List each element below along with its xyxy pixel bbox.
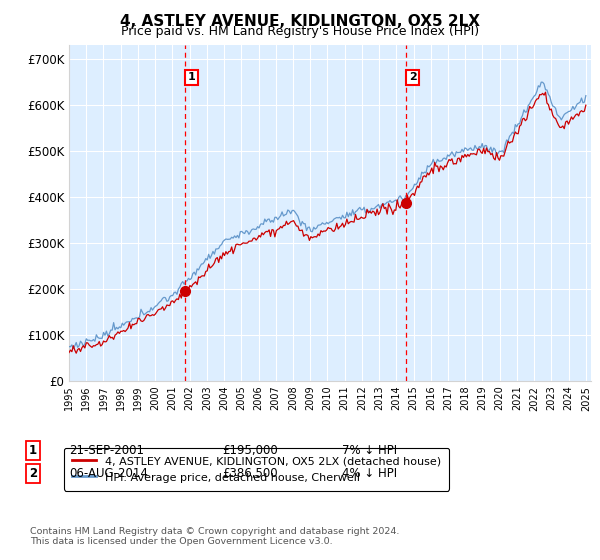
Text: Contains HM Land Registry data © Crown copyright and database right 2024.
This d: Contains HM Land Registry data © Crown c… xyxy=(30,526,400,546)
Text: £386,500: £386,500 xyxy=(222,466,278,480)
Text: 2: 2 xyxy=(29,466,37,480)
Text: 7% ↓ HPI: 7% ↓ HPI xyxy=(342,444,397,458)
Text: 4% ↓ HPI: 4% ↓ HPI xyxy=(342,466,397,480)
Text: £195,000: £195,000 xyxy=(222,444,278,458)
Legend: 4, ASTLEY AVENUE, KIDLINGTON, OX5 2LX (detached house), HPI: Average price, deta: 4, ASTLEY AVENUE, KIDLINGTON, OX5 2LX (d… xyxy=(64,448,449,491)
Text: 4, ASTLEY AVENUE, KIDLINGTON, OX5 2LX: 4, ASTLEY AVENUE, KIDLINGTON, OX5 2LX xyxy=(120,14,480,29)
Text: 1: 1 xyxy=(187,72,195,82)
Text: 06-AUG-2014: 06-AUG-2014 xyxy=(69,466,148,480)
Text: 21-SEP-2001: 21-SEP-2001 xyxy=(69,444,144,458)
Text: 2: 2 xyxy=(409,72,416,82)
Text: Price paid vs. HM Land Registry's House Price Index (HPI): Price paid vs. HM Land Registry's House … xyxy=(121,25,479,38)
Text: 1: 1 xyxy=(29,444,37,458)
